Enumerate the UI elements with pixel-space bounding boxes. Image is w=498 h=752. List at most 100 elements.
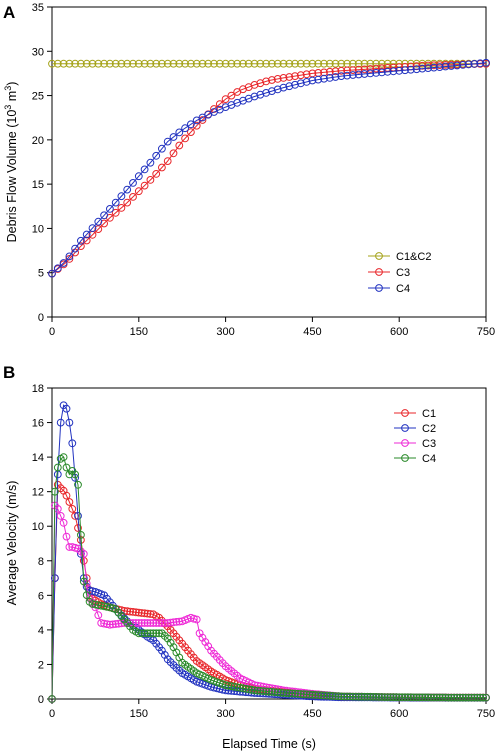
panel-b-series-c3-point	[56, 512, 65, 520]
panel-a-series-c4-point	[372, 69, 381, 77]
panel-a-letter: A	[3, 3, 15, 22]
panel-b-series-c4-point	[91, 600, 100, 609]
panel-b-series-c3-point	[103, 620, 111, 628]
panel-a-series-c4-point	[383, 67, 392, 76]
panel-b-series-c3-point	[114, 619, 123, 628]
panel-b-series-c4-point	[143, 629, 152, 638]
panel-b-y-tick-label: 2	[38, 659, 44, 671]
panel-a-series-c3-point	[325, 67, 334, 76]
panel-b-series-c4-point	[450, 693, 459, 702]
panel-b-series-c3-point	[94, 611, 103, 620]
panel-a-series-c1-c2-point	[314, 59, 323, 68]
panel-b-series-c3-point	[192, 615, 201, 624]
panel-a-series-c4-point	[354, 70, 363, 79]
panel-a-series-c1-c2-point	[181, 59, 190, 68]
panel-a-series-c4-point	[325, 74, 334, 82]
panel-b-series-c4-point	[140, 629, 149, 638]
panel-b-series-c3-point	[62, 532, 71, 541]
panel-a-series-c3-point	[377, 64, 386, 73]
panel-a-series-c4-point	[418, 64, 427, 73]
panel-b-series-c3-point	[140, 619, 149, 627]
legend-item: C4	[394, 453, 436, 465]
panel-a-series-c4-point	[337, 72, 346, 80]
panel-a-series-c4-point	[447, 62, 456, 70]
panel-b-series-c4-point	[137, 629, 146, 638]
panel-a-series-c3-point	[285, 73, 294, 81]
panel-b-series-c4-point	[296, 690, 305, 698]
panel-b-series-c4-point	[415, 693, 424, 702]
panel-b-series-c1-point	[62, 491, 71, 500]
panel-b-series-c1	[48, 480, 490, 703]
panel-a-series-c1-c2-point	[77, 59, 85, 68]
panel-a-y-tick-label: 5	[38, 268, 44, 280]
panel-b-series-c4-point	[250, 686, 259, 695]
panel-a-series-c1-c2-point	[233, 59, 242, 68]
legend-label: C3	[396, 267, 410, 279]
legend-label: C1&C2	[396, 251, 431, 263]
panel-a-series-c1-c2-point	[325, 59, 334, 68]
panel-b-series-c4-point	[270, 688, 279, 697]
panel-a-series-c3-point	[250, 81, 259, 89]
panel-a-series-c1-c2-point	[169, 59, 178, 68]
panel-a-y-tick-label: 0	[38, 312, 44, 324]
panel-b-series-c4-point	[363, 692, 372, 701]
panel-a-series-c3-point	[198, 116, 207, 124]
panel-a-series-c3-point	[331, 67, 340, 76]
panel-a-series-c4-point	[314, 75, 323, 84]
panel-b-series-c4-point	[456, 693, 464, 702]
panel-a-series-c3-point	[302, 70, 311, 79]
panel-a-series-c4-point	[65, 252, 74, 261]
panel-a-series-c1-c2-point	[146, 59, 155, 68]
panel-b-y-tick-label: 14	[32, 452, 44, 464]
panel-b-series-c1-point	[143, 609, 152, 618]
panel-a-series-c4-point	[412, 65, 421, 74]
panel-b-series-c4-point	[262, 687, 271, 696]
panel-a-series-c1-c2-point	[354, 59, 363, 68]
panel-b-series-c3-point	[169, 618, 178, 627]
panel-b-series-c4-point	[343, 692, 352, 701]
panel-a-series-c3-point	[117, 204, 126, 212]
panel-b-series-c4-point	[328, 692, 337, 700]
panel-a-series-c3-point	[372, 64, 381, 73]
panel-a-series-c4-point	[158, 144, 166, 153]
panel-b-series-c3-point	[106, 620, 114, 629]
panel-b-series-c4-point	[308, 690, 317, 699]
panel-a-series-c1-c2-point	[158, 59, 166, 68]
panel-a-series-c3-point	[279, 74, 288, 82]
panel-a-series-c3-point	[360, 65, 369, 74]
panel-b-series-c4	[48, 453, 490, 703]
panel-b-series-c2-point	[56, 418, 65, 427]
panel-b-series-c4-point	[389, 693, 398, 702]
panel-b-series-c4-point	[467, 693, 476, 702]
panel-b-series-c4-point	[447, 693, 456, 702]
legend-label: C2	[422, 423, 436, 435]
panel-a-series-c4-point	[279, 83, 288, 92]
panel-b-series-c3-point	[152, 619, 161, 627]
panel-b-series-c4-point	[320, 691, 328, 700]
panel-a-series-c1-c2-point	[244, 59, 253, 68]
panel-a-series-c4-point	[273, 85, 282, 94]
panel-a-series-c3-point	[140, 181, 149, 190]
panel-b-series-c4-point	[62, 463, 71, 472]
panel-a-series-c1-c2-point	[94, 59, 103, 68]
panel-b-series-c4-point	[288, 689, 297, 698]
panel-b-series-c4-line	[51, 456, 486, 700]
panel-a-series-c1-c2-point	[268, 59, 276, 68]
panel-b-series-c3-point	[137, 619, 146, 627]
panel-b-series-c4-point	[230, 682, 239, 691]
legend-label: C4	[396, 283, 410, 295]
panel-b-y-tick-label: 0	[38, 694, 44, 706]
panel-a-y-tick-label: 35	[32, 2, 44, 14]
panel-b-series-c3-point	[175, 617, 184, 626]
panel-b-letter: B	[3, 363, 15, 382]
panel-a-series-c1-c2-point	[129, 59, 137, 68]
panel-b-series-c4-point	[369, 693, 378, 701]
panel-a-series-c1-c2-point	[285, 59, 294, 68]
panel-b-series-c4-point	[421, 693, 430, 702]
panel-a-series-c1-c2-point	[296, 59, 305, 68]
panel-a-series-c4-point	[106, 205, 114, 213]
panel-b-series-c4-point	[372, 693, 381, 701]
panel-a-series-c4-point	[389, 67, 398, 76]
panel-b-series-c4-point	[152, 629, 161, 638]
panel-b-series-c3	[48, 501, 490, 703]
